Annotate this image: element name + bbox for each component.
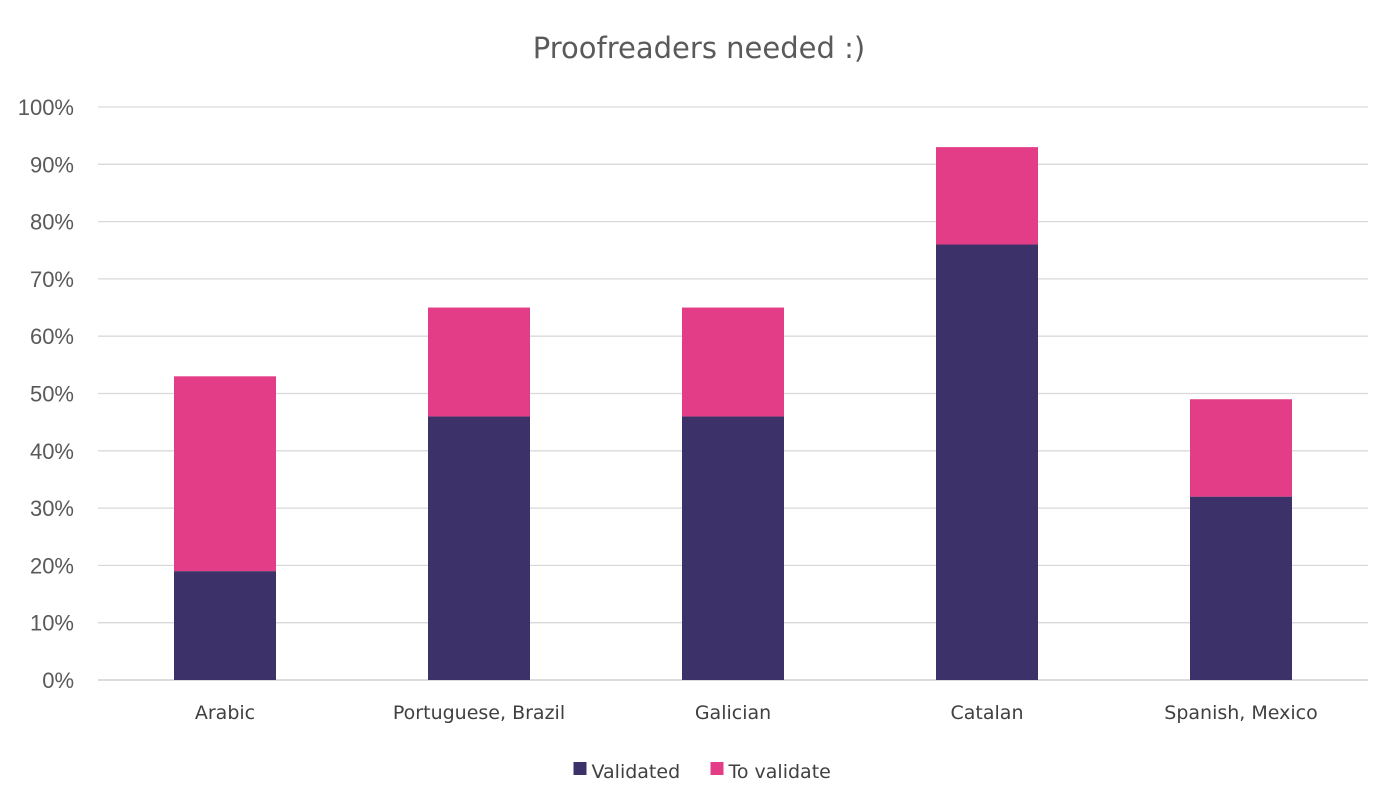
bar-to-validate	[682, 307, 784, 417]
bar-validated	[428, 416, 530, 680]
y-tick-label: 90%	[30, 152, 74, 177]
y-tick-label: 60%	[30, 324, 74, 349]
y-tick-label: 10%	[30, 611, 74, 636]
legend-label: Validated	[592, 761, 681, 783]
y-tick-label: 100%	[18, 95, 74, 120]
bar-validated	[174, 571, 276, 680]
bar-validated	[682, 416, 784, 680]
x-category-label: Galician	[695, 702, 771, 724]
bars	[174, 147, 1292, 680]
x-category-label: Portuguese, Brazil	[393, 702, 565, 724]
y-tick-label: 0%	[42, 668, 74, 693]
x-category-label: Catalan	[951, 702, 1024, 724]
y-tick-label: 20%	[30, 553, 74, 578]
bar-to-validate	[1190, 399, 1292, 497]
y-tick-label: 30%	[30, 496, 74, 521]
bar-validated	[1190, 496, 1292, 680]
bar-to-validate	[174, 376, 276, 572]
legend-swatch	[710, 762, 724, 775]
y-axis-ticks: 0% 10% 20% 30% 40% 50% 60% 70% 80% 90% 100%	[18, 95, 74, 693]
bar-validated	[936, 244, 1038, 680]
y-tick-label: 40%	[30, 439, 74, 464]
y-tick-label: 80%	[30, 210, 74, 235]
bar-to-validate	[936, 147, 1038, 245]
bar-to-validate	[428, 307, 530, 417]
x-category-label: Arabic	[195, 702, 255, 724]
y-tick-label: 70%	[30, 267, 74, 292]
legend-swatch	[573, 762, 587, 775]
legend-label: To validate	[728, 761, 831, 783]
y-tick-label: 50%	[30, 382, 74, 407]
x-category-label: Spanish, Mexico	[1164, 702, 1317, 724]
chart-title: Proofreaders needed :)	[533, 31, 865, 65]
x-axis-categories: Arabic Portuguese, Brazil Galician Catalan S…	[195, 702, 1318, 724]
legend: Validated To validate	[573, 761, 831, 783]
